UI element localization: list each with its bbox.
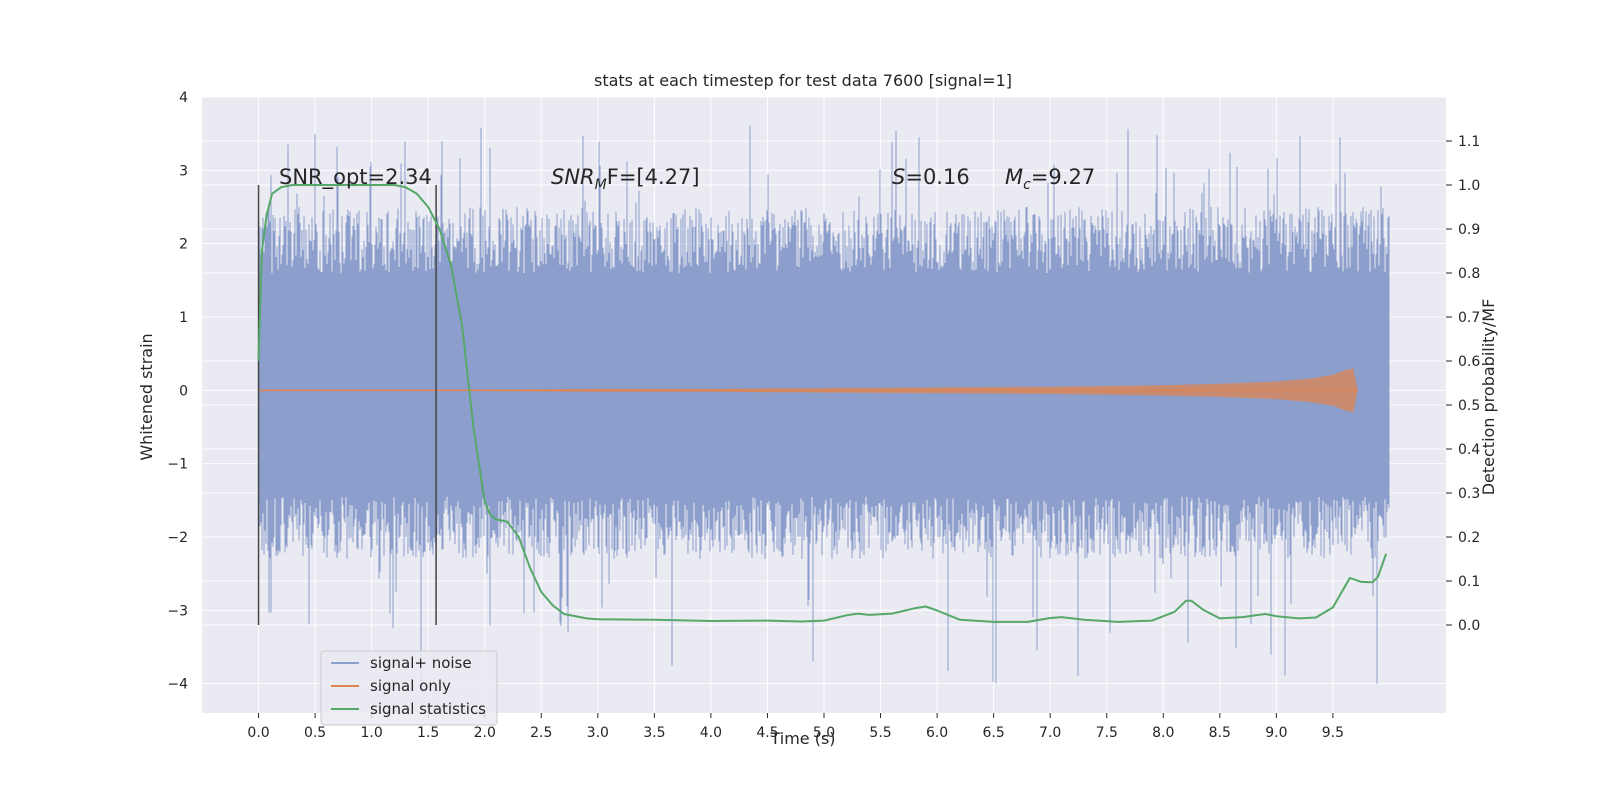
- y-tick-label-right: 0.7: [1458, 310, 1480, 326]
- x-tick-label: 0.0: [247, 725, 269, 741]
- x-tick-label: 7.0: [1039, 725, 1061, 741]
- annotation-mc-main: M: [1005, 165, 1023, 189]
- annotation-s: S=0.16: [892, 165, 970, 189]
- y-axis-label-left: Whitened strain: [137, 333, 156, 460]
- x-tick-label: 9.5: [1322, 725, 1344, 741]
- legend-box: [320, 650, 498, 726]
- x-tick-label: 6.5: [983, 725, 1005, 741]
- x-tick-label: 5.0: [813, 725, 835, 741]
- legend-label-stats: signal statistics: [370, 700, 486, 718]
- legend-label-noise: signal+ noise: [370, 654, 472, 672]
- x-tick-label: 3.5: [643, 725, 665, 741]
- annotation-mc-val: =9.27: [1031, 165, 1095, 189]
- annotation-s-val: =0.16: [905, 165, 969, 189]
- x-tick-label: 3.0: [587, 725, 609, 741]
- legend: signal+ noise signal only signal statist…: [320, 650, 498, 726]
- y-tick-label-right: 0.1: [1458, 574, 1480, 590]
- y-tick-label-right: 0.5: [1458, 398, 1480, 414]
- y-tick-label-left: −3: [167, 603, 188, 619]
- annotation-snr-mf-rest: F=[4.27]: [607, 165, 700, 189]
- y-axis-label-right: Detection probability/MF: [1479, 299, 1498, 496]
- x-tick-label: 4.0: [700, 725, 722, 741]
- annotation-mc: Mc=9.27: [1005, 165, 1095, 193]
- legend-label-signal: signal only: [370, 677, 451, 695]
- annotation-s-var: S: [892, 165, 905, 189]
- x-tick-label: 0.5: [304, 725, 326, 741]
- x-tick-label: 7.5: [1096, 725, 1118, 741]
- y-tick-label-left: 3: [179, 163, 188, 179]
- annotation-snr-mf-sub: M: [595, 177, 607, 193]
- y-tick-label-left: 4: [179, 90, 188, 106]
- y-tick-label-left: −1: [167, 457, 188, 473]
- y-tick-label-right: 0.0: [1458, 618, 1480, 634]
- y-tick-label-right: 0.4: [1458, 442, 1480, 458]
- y-tick-label-left: −2: [167, 530, 188, 546]
- x-tick-label: 6.0: [926, 725, 948, 741]
- y-tick-label-right: 0.6: [1458, 354, 1480, 370]
- x-tick-label: 4.5: [756, 725, 778, 741]
- chart-title: stats at each timestep for test data 760…: [594, 71, 1012, 90]
- y-tick-label-right: 0.3: [1458, 486, 1480, 502]
- y-tick-label-right: 1.0: [1458, 178, 1480, 194]
- y-tick-label-right: 0.9: [1458, 222, 1480, 238]
- x-tick-label: 5.5: [869, 725, 891, 741]
- y-tick-label-left: 1: [179, 310, 188, 326]
- annotation-mc-sub: c: [1023, 177, 1031, 193]
- y-tick-label-left: −4: [167, 677, 188, 693]
- x-tick-label: 8.5: [1209, 725, 1231, 741]
- y-tick-label-right: 1.1: [1458, 134, 1480, 150]
- x-axis-label: Time (s): [769, 729, 835, 748]
- x-tick-label: 2.0: [474, 725, 496, 741]
- y-tick-label-left: 0: [179, 383, 188, 399]
- x-tick-label: 9.0: [1265, 725, 1287, 741]
- x-tick-label: 1.5: [417, 725, 439, 741]
- x-tick-label: 8.0: [1152, 725, 1174, 741]
- stat-annotations: SNR_opt=2.34 SNRMF=[4.27] S=0.16 Mc=9.27: [279, 165, 1095, 193]
- y-tick-label-left: 2: [179, 237, 188, 253]
- annotation-snr-opt: SNR_opt=2.34: [279, 165, 432, 190]
- y-tick-label-right: 0.2: [1458, 530, 1480, 546]
- annotation-snr-mf: SNRMF=[4.27]: [551, 165, 700, 193]
- signal-statistics-line: [257, 184, 1388, 623]
- annotation-snr-mf-main: SNR: [551, 165, 595, 189]
- x-tick-label: 1.0: [361, 725, 383, 741]
- x-tick-label: 2.5: [530, 725, 552, 741]
- y-tick-label-right: 0.8: [1458, 266, 1480, 282]
